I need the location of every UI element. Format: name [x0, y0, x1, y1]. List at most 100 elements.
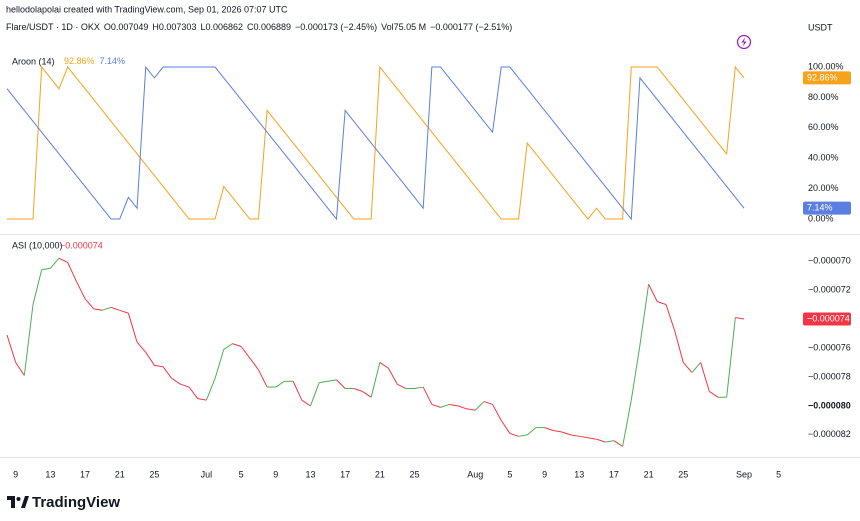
asi-segment	[414, 386, 424, 390]
asi-segment	[674, 330, 684, 363]
logo	[7, 496, 29, 508]
asi-segment	[726, 317, 736, 398]
x-tick-label: Jul	[201, 469, 213, 479]
asi-segment	[457, 405, 467, 410]
y-tick-label: 0.00%	[808, 213, 834, 223]
asi-segment	[544, 427, 554, 431]
asi-segment	[214, 349, 225, 379]
asi-segment	[657, 301, 667, 305]
aroon-line	[7, 65, 745, 220]
asi-segment	[440, 403, 450, 408]
x-tick-label: Aug	[467, 469, 483, 479]
asi-segment	[75, 281, 86, 299]
x-tick-label: 5	[239, 469, 244, 479]
quote: C0.006889	[247, 22, 291, 32]
x-tick-label: Sep	[736, 469, 752, 479]
asi-segment	[102, 306, 112, 311]
y-tick-label: 100.00%	[808, 61, 844, 71]
price-badge-label: −0.000074	[807, 313, 850, 323]
x-tick-label: 9	[13, 469, 18, 479]
x-tick-label: 17	[609, 469, 619, 479]
asi-segment	[162, 366, 173, 379]
y-tick-label: −0.000078	[808, 371, 851, 381]
asi-segment	[49, 257, 60, 269]
x-tick-label: 21	[644, 469, 654, 479]
quote: Vol75.05 M	[381, 22, 426, 32]
asi-segment	[171, 377, 181, 385]
asi-segment	[561, 431, 571, 436]
asi-segment	[396, 383, 407, 389]
asi-segment	[370, 362, 381, 398]
asi-segment	[67, 262, 77, 282]
legend-value: −0.000074	[60, 240, 103, 250]
asi-segment	[388, 367, 398, 385]
y-tick-label: 20.00%	[808, 183, 839, 193]
asi-segment	[648, 283, 658, 302]
credit: hellodolapolai created with TradingView.…	[6, 4, 288, 14]
y-tick-label: −0.000082	[808, 429, 851, 439]
asi-segment	[665, 304, 676, 331]
asi-segment	[154, 364, 164, 368]
x-tick-label: 21	[375, 469, 385, 479]
legend-value: 92.86%	[64, 56, 95, 66]
currency: USDT	[808, 22, 833, 32]
asi-segment	[292, 381, 303, 401]
asi-segment	[327, 379, 337, 382]
asi-segment	[605, 440, 615, 443]
asi-segment	[518, 434, 528, 437]
asi-segment	[6, 334, 17, 363]
asi-segment	[127, 313, 138, 343]
asi-segment	[422, 386, 433, 405]
x-tick-label: 13	[574, 469, 584, 479]
asi-segment	[500, 420, 511, 434]
asi-segment	[240, 346, 251, 359]
asi-segment	[257, 369, 268, 388]
asi-segment	[32, 269, 43, 305]
asi-segment	[587, 437, 597, 440]
asi-segment	[119, 309, 129, 314]
x-tick-label: 25	[678, 469, 688, 479]
y-tick-label: 60.00%	[808, 122, 839, 132]
price-badge	[803, 201, 851, 215]
asi-segment	[205, 378, 216, 401]
asi-segment	[682, 362, 693, 373]
asi-segment	[249, 357, 259, 370]
asi-segment	[136, 341, 147, 353]
asi-segment	[622, 400, 632, 447]
asi-segment	[223, 343, 233, 350]
asi-segment	[526, 427, 537, 436]
x-tick-label: 17	[340, 469, 350, 479]
x-tick-label: 17	[80, 469, 90, 479]
asi-segment	[691, 362, 702, 373]
x-tick-label: 21	[115, 469, 125, 479]
asi-segment	[93, 308, 103, 311]
y-tick-label: −0.000080	[808, 400, 851, 410]
asi-segment	[431, 403, 441, 408]
asi-segment	[630, 344, 641, 401]
asi-segment	[492, 404, 502, 421]
asi-segment	[570, 434, 580, 437]
asi-segment	[735, 317, 745, 320]
x-tick-label: 5	[776, 469, 781, 479]
asi-segment	[709, 390, 719, 398]
y-tick-label: −0.000072	[808, 284, 851, 294]
asi-segment	[379, 362, 389, 369]
asi-segment	[41, 267, 51, 271]
price-badge	[803, 71, 851, 85]
quote: L0.006862	[200, 22, 243, 32]
asi-segment	[336, 379, 346, 389]
y-tick-label: 40.00%	[808, 153, 839, 163]
asi-segment	[466, 408, 476, 411]
y-tick-label: −0.000070	[808, 255, 851, 265]
asi-segment	[145, 352, 155, 366]
asi-segment	[353, 388, 363, 392]
asi-segment	[596, 438, 606, 443]
legend-values: 92.86% 7.14%	[64, 56, 125, 66]
quote: O0.007049	[104, 22, 149, 32]
asi-segment	[301, 399, 311, 407]
asi-segment	[275, 380, 285, 388]
y-tick-label: −0.000076	[808, 342, 851, 352]
x-tick-label: 13	[45, 469, 55, 479]
aroon-line	[6, 65, 745, 221]
